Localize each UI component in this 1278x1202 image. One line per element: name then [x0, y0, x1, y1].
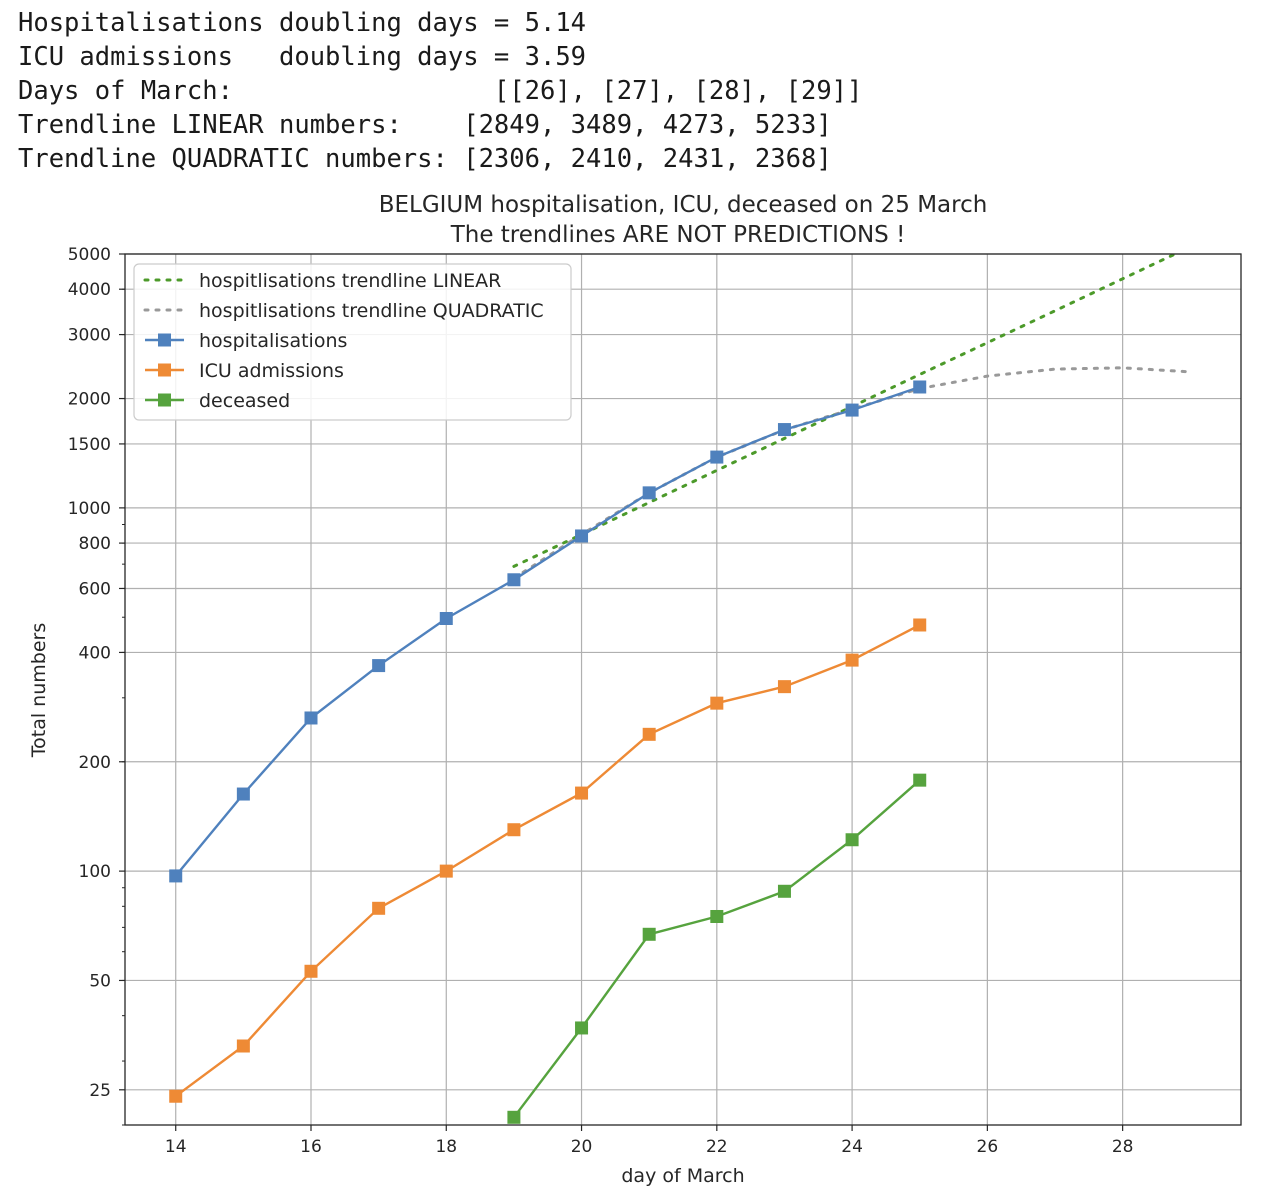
data-point-marker — [642, 486, 656, 500]
y-tick-label: 50 — [89, 971, 111, 991]
legend-label: hospitlisations trendline QUADRATIC — [199, 300, 544, 322]
data-point-marker — [913, 618, 927, 632]
series-line — [174, 623, 921, 1098]
plot-frame — [124, 253, 1242, 1126]
x-tick-label: 26 — [977, 1137, 999, 1157]
x-axis-label: day of March — [621, 1165, 744, 1187]
y-axis-label: Total numbers — [28, 623, 50, 758]
legend-entry-deceased: deceased — [145, 390, 290, 412]
legend-label: hospitalisations — [199, 330, 347, 352]
data-point-marker — [236, 787, 250, 801]
data-point-marker — [845, 653, 859, 667]
legend-label: hospitlisations trendline LINEAR — [199, 270, 501, 292]
y-tick-label: 100 — [79, 862, 111, 882]
legend-label: ICU admissions — [199, 360, 344, 382]
x-tick-label: 24 — [841, 1137, 863, 1157]
data-point-marker — [710, 909, 724, 923]
data-point-marker — [777, 884, 791, 898]
console-line-hosp-doubling: Hospitalisations doubling days = 5.14 — [18, 8, 587, 38]
data-point-marker — [507, 1110, 521, 1124]
x-tick-label: 20 — [571, 1137, 593, 1157]
y-tick-label: 2000 — [68, 390, 111, 410]
y-tick-label: 200 — [79, 753, 111, 773]
data-point-marker — [575, 786, 589, 800]
y-tick-label: 600 — [79, 579, 111, 599]
data-point-marker — [439, 864, 453, 878]
data-point-marker — [169, 869, 183, 883]
y-tick-label: 4000 — [68, 280, 111, 300]
series-line — [174, 385, 921, 877]
console-line-trend-linear: Trendline LINEAR numbers: [2849, 3489, 4… — [18, 110, 832, 140]
legend-box — [133, 263, 572, 421]
data-point-marker — [575, 529, 589, 543]
data-point-marker — [777, 423, 791, 437]
data-point-marker — [913, 380, 927, 394]
y-tick-label: 1000 — [68, 499, 111, 519]
chart-subtitle: The trendlines ARE NOT PREDICTIONS ! — [450, 222, 906, 248]
console-line-icu-doubling: ICU admissions doubling days = 3.59 — [18, 42, 587, 72]
data-point-marker — [913, 773, 927, 787]
legend-entry-hospitalisations: hospitalisations — [145, 330, 347, 352]
chart-title: BELGIUM hospitalisation, ICU, deceased o… — [379, 192, 988, 218]
data-point-marker — [304, 964, 318, 978]
data-point-marker — [710, 696, 724, 710]
data-point-marker — [642, 727, 656, 741]
data-point-marker — [169, 1089, 183, 1103]
y-tick-label: 800 — [79, 534, 111, 554]
legend-marker — [158, 333, 171, 347]
legend-entry-icu-admissions: ICU admissions — [145, 360, 344, 382]
series-layer — [169, 254, 1192, 1124]
x-tick-label: 18 — [435, 1137, 457, 1157]
data-point-marker — [710, 450, 724, 464]
x-tick-label: 22 — [706, 1137, 728, 1157]
axis-ticks: 14 16 18 20 22 24 26 28 25 50 100 200 400 600 800 1000 1… — [68, 245, 1134, 1157]
data-point-marker — [575, 1021, 589, 1035]
legend-entry-hospitlisations-trendline-quadratic: hospitlisations trendline QUADRATIC — [143, 300, 544, 322]
data-point-marker — [777, 680, 791, 694]
y-tick-label: 25 — [89, 1081, 111, 1101]
x-tick-label: 14 — [165, 1137, 187, 1157]
series-deceased — [507, 773, 927, 1124]
legend-entry-hospitlisations-trendline-linear: hospitlisations trendline LINEAR — [143, 270, 501, 292]
legend-marker — [158, 363, 171, 377]
data-point-marker — [439, 611, 453, 625]
legend-label: deceased — [199, 390, 290, 412]
data-point-marker — [507, 573, 521, 587]
y-tick-label: 400 — [79, 643, 111, 663]
data-point-marker — [845, 403, 859, 417]
legend-marker — [158, 393, 171, 407]
y-tick-label: 1500 — [68, 435, 111, 455]
data-point-marker — [236, 1039, 250, 1053]
data-point-marker — [372, 901, 386, 915]
series-hospitalisations — [169, 380, 927, 883]
data-point-marker — [507, 823, 521, 837]
data-point-marker — [845, 833, 859, 847]
data-point-marker — [372, 659, 386, 673]
console-output: Hospitalisations doubling days = 5.14 IC… — [18, 6, 862, 176]
y-tick-label: 3000 — [68, 326, 111, 346]
legend: hospitlisations trendline LINEAR hospitli… — [133, 263, 572, 421]
console-line-trend-quadratic: Trendline QUADRATIC numbers: [2306, 2410… — [18, 144, 832, 174]
grid-lines — [125, 253, 1241, 1125]
x-tick-label: 16 — [300, 1137, 322, 1157]
y-tick-label: 5000 — [68, 245, 111, 265]
data-point-marker — [642, 927, 656, 941]
console-line-days-of-march: Days of March: [[26], [27], [28], [29]] — [18, 76, 863, 106]
x-tick-label: 28 — [1112, 1137, 1134, 1157]
series-icu-admissions — [169, 618, 927, 1103]
data-point-marker — [304, 711, 318, 725]
